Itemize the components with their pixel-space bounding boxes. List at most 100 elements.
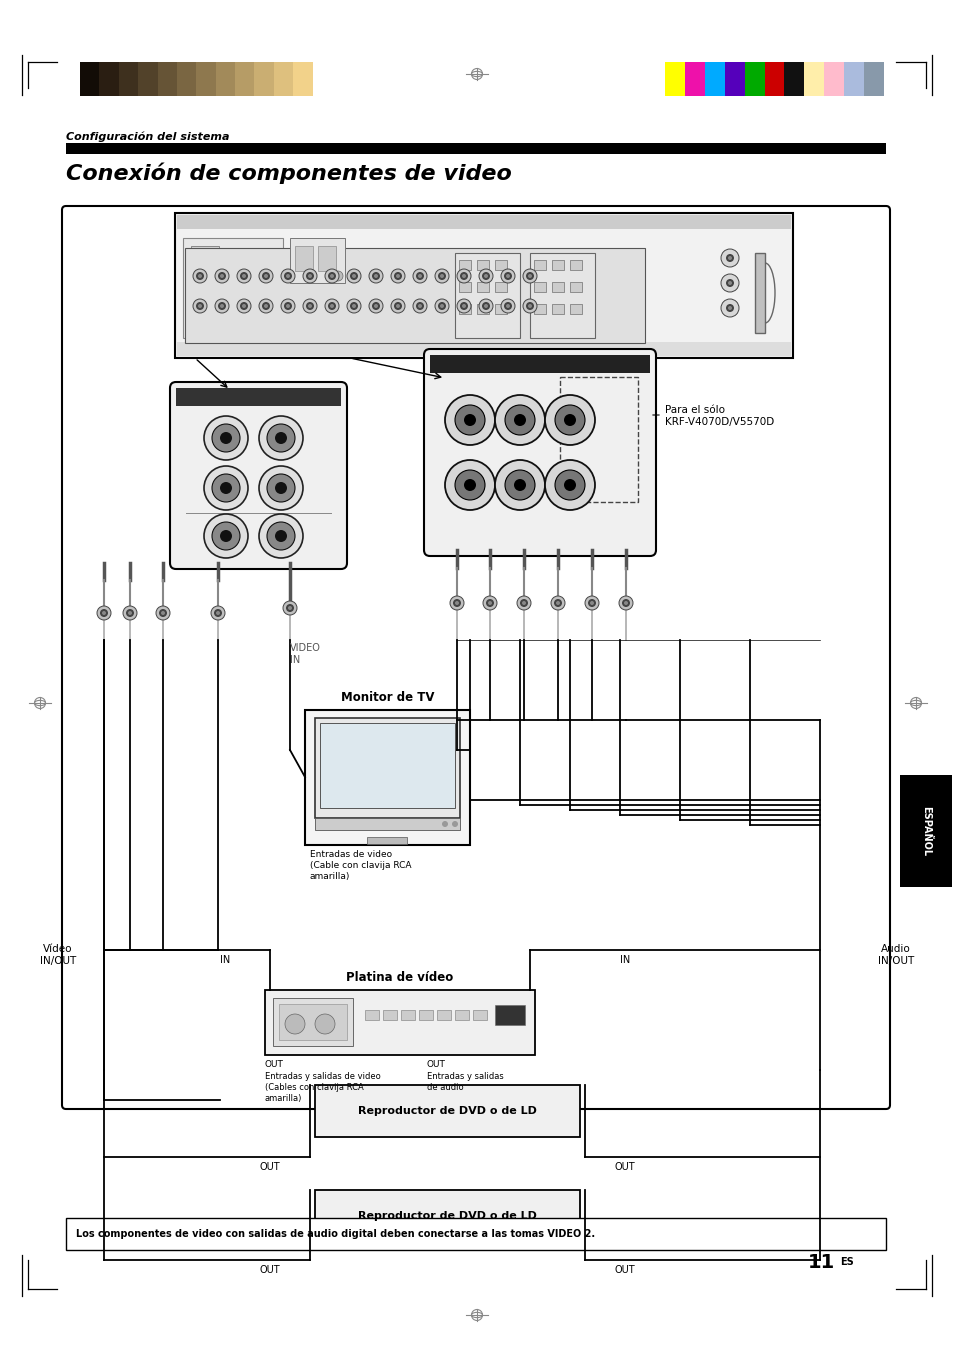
Bar (744, 62, 763, 96)
Circle shape (416, 272, 423, 280)
Circle shape (519, 598, 527, 607)
Circle shape (623, 601, 627, 605)
Circle shape (453, 598, 460, 607)
Bar (66, 143, 885, 154)
Bar (534, 304, 545, 313)
Bar (495, 304, 506, 313)
Bar (495, 282, 506, 292)
Circle shape (525, 303, 534, 309)
Text: OUT: OUT (259, 1265, 280, 1275)
Bar (175, 388, 340, 407)
Circle shape (352, 274, 355, 278)
Text: OUT: OUT (265, 1061, 284, 1069)
Bar (418, 1011, 433, 1020)
Circle shape (242, 274, 246, 278)
Bar (314, 817, 459, 830)
Circle shape (504, 405, 535, 435)
Circle shape (551, 596, 564, 611)
Text: Audio
IN/OUT: Audio IN/OUT (877, 944, 913, 966)
Bar (278, 1004, 347, 1040)
Circle shape (478, 269, 493, 282)
Circle shape (416, 303, 423, 309)
Bar (559, 377, 638, 503)
Text: Los componentes de video con salidas de audio digital deben conectarse a las tom: Los componentes de video con salidas de … (76, 1229, 595, 1239)
Bar (455, 1011, 469, 1020)
Circle shape (459, 303, 468, 309)
Text: OUT: OUT (427, 1061, 445, 1069)
Bar (174, 213, 792, 358)
Text: Entradas y salidas
de audio: Entradas y salidas de audio (427, 1071, 503, 1092)
Circle shape (156, 607, 170, 620)
Circle shape (193, 299, 207, 313)
Circle shape (488, 601, 492, 605)
Circle shape (325, 269, 338, 282)
Bar (177, 342, 790, 357)
Circle shape (262, 272, 270, 280)
FancyBboxPatch shape (423, 349, 656, 557)
Circle shape (461, 274, 465, 278)
Text: ES: ES (840, 1256, 853, 1267)
Circle shape (193, 269, 207, 282)
Circle shape (220, 274, 224, 278)
Circle shape (439, 304, 443, 308)
Bar (400, 1011, 415, 1020)
Circle shape (212, 521, 240, 550)
Text: Reproductor de DVD o de LD: Reproductor de DVD o de LD (357, 1106, 537, 1116)
Circle shape (417, 274, 421, 278)
Circle shape (483, 274, 488, 278)
Circle shape (286, 604, 294, 612)
Circle shape (505, 304, 510, 308)
Bar (265, 990, 535, 1055)
Bar (684, 62, 704, 96)
Circle shape (303, 269, 316, 282)
Circle shape (500, 269, 515, 282)
Circle shape (258, 299, 273, 313)
Bar (314, 717, 459, 817)
Bar (194, 250, 214, 277)
Circle shape (258, 416, 303, 459)
Bar (495, 259, 506, 270)
Circle shape (394, 303, 401, 309)
Circle shape (563, 413, 576, 426)
Circle shape (584, 596, 598, 611)
Circle shape (347, 299, 360, 313)
Circle shape (267, 521, 294, 550)
Circle shape (455, 405, 484, 435)
Circle shape (274, 530, 287, 542)
Circle shape (214, 299, 229, 313)
Circle shape (544, 459, 595, 509)
Circle shape (284, 272, 292, 280)
Text: Configuración del sistema: Configuración del sistema (66, 131, 230, 142)
Circle shape (527, 274, 532, 278)
Circle shape (500, 299, 515, 313)
Circle shape (204, 416, 248, 459)
Circle shape (720, 249, 739, 267)
Bar (80, 62, 99, 96)
Circle shape (517, 596, 531, 611)
Circle shape (284, 303, 292, 309)
Circle shape (455, 601, 458, 605)
Bar (863, 62, 883, 96)
Bar (458, 259, 471, 270)
Circle shape (330, 274, 334, 278)
Bar (704, 62, 724, 96)
Text: 11: 11 (807, 1252, 835, 1273)
Circle shape (525, 272, 534, 280)
Bar (319, 723, 455, 808)
Circle shape (391, 299, 405, 313)
Bar (290, 238, 345, 282)
Text: Platina de vídeo: Platina de vídeo (346, 971, 453, 984)
Circle shape (435, 269, 449, 282)
Bar (317, 246, 335, 272)
Circle shape (505, 274, 510, 278)
Circle shape (522, 299, 537, 313)
Circle shape (563, 480, 576, 490)
Circle shape (195, 272, 204, 280)
Circle shape (725, 280, 733, 286)
Circle shape (281, 269, 294, 282)
Bar (294, 246, 313, 272)
Circle shape (556, 601, 559, 605)
Circle shape (211, 607, 225, 620)
Bar (66, 1219, 885, 1250)
Bar (305, 711, 470, 844)
